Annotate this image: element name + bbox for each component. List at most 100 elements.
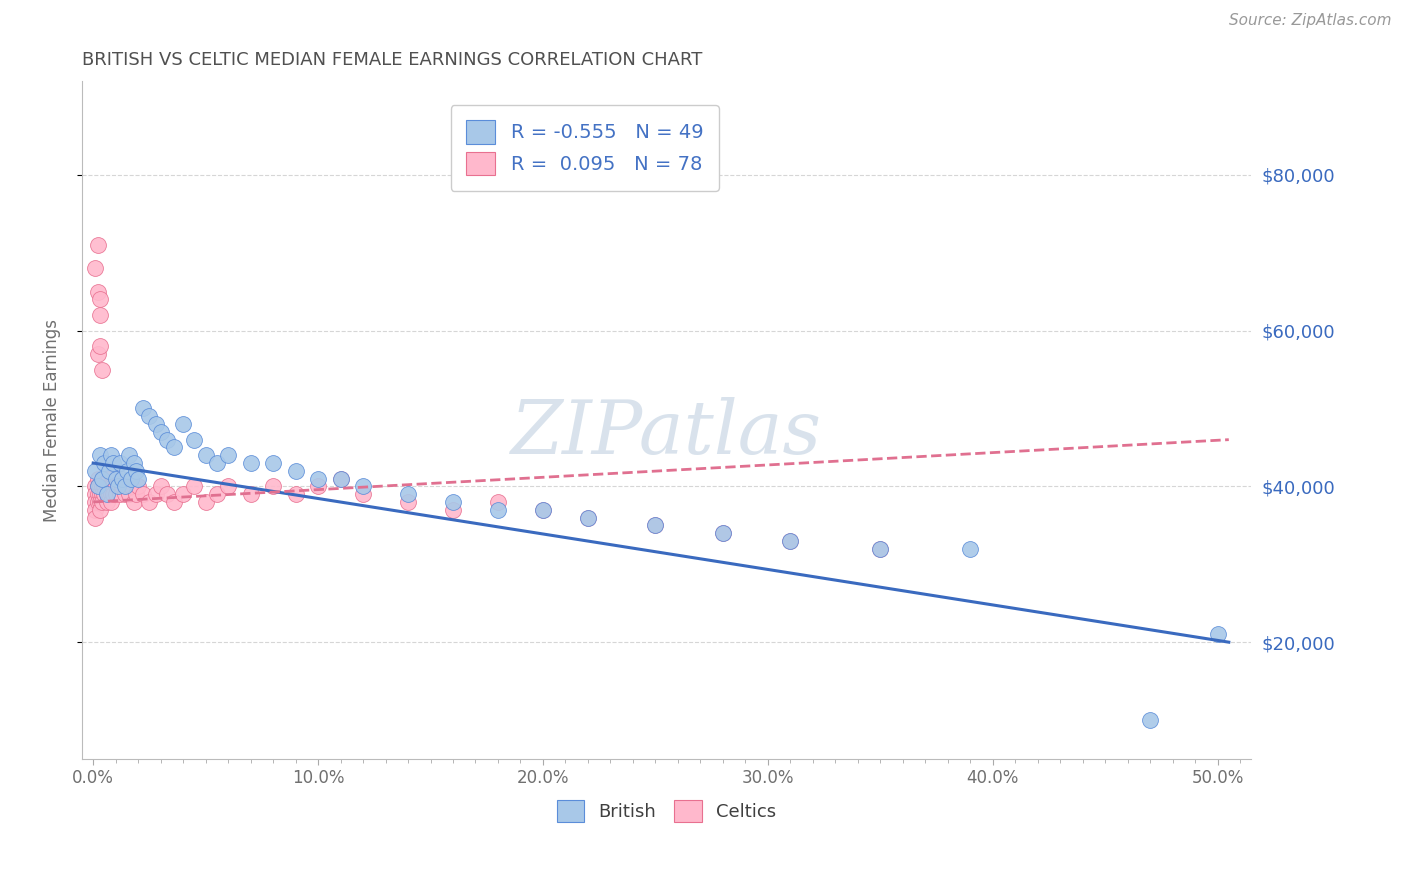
- Point: [217, 448, 239, 462]
- Point: [183, 479, 205, 493]
- Point: [103, 487, 125, 501]
- Point: [329, 472, 352, 486]
- Point: [86, 479, 108, 493]
- Point: [93, 456, 115, 470]
- Y-axis label: Median Female Earnings: Median Female Earnings: [44, 318, 60, 522]
- Point: [120, 479, 142, 493]
- Point: [127, 472, 149, 486]
- Point: [84, 495, 107, 509]
- Point: [89, 293, 111, 307]
- Point: [100, 487, 122, 501]
- Point: [145, 487, 167, 501]
- Point: [89, 479, 111, 493]
- Point: [84, 261, 107, 276]
- Point: [284, 487, 307, 501]
- Point: [127, 479, 149, 493]
- Point: [111, 472, 134, 486]
- Point: [531, 502, 554, 516]
- Point: [118, 487, 141, 501]
- Point: [86, 238, 108, 252]
- Point: [779, 533, 801, 548]
- Point: [441, 502, 464, 516]
- Point: [131, 401, 153, 416]
- Point: [149, 479, 172, 493]
- Point: [145, 417, 167, 431]
- Point: [96, 495, 118, 509]
- Point: [869, 541, 891, 556]
- Point: [396, 495, 419, 509]
- Point: [100, 495, 122, 509]
- Point: [111, 479, 134, 493]
- Point: [100, 479, 122, 493]
- Point: [107, 479, 129, 493]
- Point: [441, 495, 464, 509]
- Point: [262, 456, 284, 470]
- Point: [779, 533, 801, 548]
- Point: [91, 472, 114, 486]
- Point: [122, 456, 145, 470]
- Point: [486, 502, 509, 516]
- Point: [869, 541, 891, 556]
- Point: [84, 487, 107, 501]
- Point: [711, 526, 734, 541]
- Legend: British, Celtics: British, Celtics: [548, 791, 785, 831]
- Point: [86, 347, 108, 361]
- Point: [97, 479, 120, 493]
- Point: [1139, 713, 1161, 727]
- Point: [194, 448, 217, 462]
- Point: [114, 487, 136, 501]
- Point: [97, 487, 120, 501]
- Point: [93, 472, 115, 486]
- Point: [194, 495, 217, 509]
- Point: [89, 339, 111, 353]
- Text: Source: ZipAtlas.com: Source: ZipAtlas.com: [1229, 13, 1392, 29]
- Text: ZIPatlas: ZIPatlas: [512, 398, 823, 470]
- Point: [100, 448, 122, 462]
- Point: [96, 487, 118, 501]
- Point: [89, 308, 111, 322]
- Point: [163, 441, 186, 455]
- Point: [104, 487, 127, 501]
- Point: [89, 487, 111, 501]
- Point: [239, 456, 262, 470]
- Point: [115, 479, 138, 493]
- Point: [576, 510, 599, 524]
- Point: [86, 495, 108, 509]
- Point: [84, 510, 107, 524]
- Point: [86, 487, 108, 501]
- Point: [91, 495, 114, 509]
- Point: [89, 502, 111, 516]
- Point: [84, 502, 107, 516]
- Point: [138, 409, 160, 424]
- Point: [91, 362, 114, 376]
- Point: [644, 518, 666, 533]
- Point: [125, 487, 148, 501]
- Point: [89, 448, 111, 462]
- Point: [103, 456, 125, 470]
- Point: [115, 464, 138, 478]
- Point: [108, 456, 131, 470]
- Point: [86, 285, 108, 299]
- Point: [104, 472, 127, 486]
- Point: [93, 479, 115, 493]
- Point: [131, 487, 153, 501]
- Text: BRITISH VS CELTIC MEDIAN FEMALE EARNINGS CORRELATION CHART: BRITISH VS CELTIC MEDIAN FEMALE EARNINGS…: [82, 51, 703, 69]
- Point: [163, 495, 186, 509]
- Point: [108, 487, 131, 501]
- Point: [138, 495, 160, 509]
- Point: [156, 433, 179, 447]
- Point: [205, 487, 228, 501]
- Point: [97, 472, 120, 486]
- Point: [118, 448, 141, 462]
- Point: [1206, 627, 1229, 641]
- Point: [104, 472, 127, 486]
- Point: [284, 464, 307, 478]
- Point: [107, 479, 129, 493]
- Point: [104, 479, 127, 493]
- Point: [96, 479, 118, 493]
- Point: [114, 479, 136, 493]
- Point: [576, 510, 599, 524]
- Point: [86, 472, 108, 486]
- Point: [172, 417, 194, 431]
- Point: [84, 479, 107, 493]
